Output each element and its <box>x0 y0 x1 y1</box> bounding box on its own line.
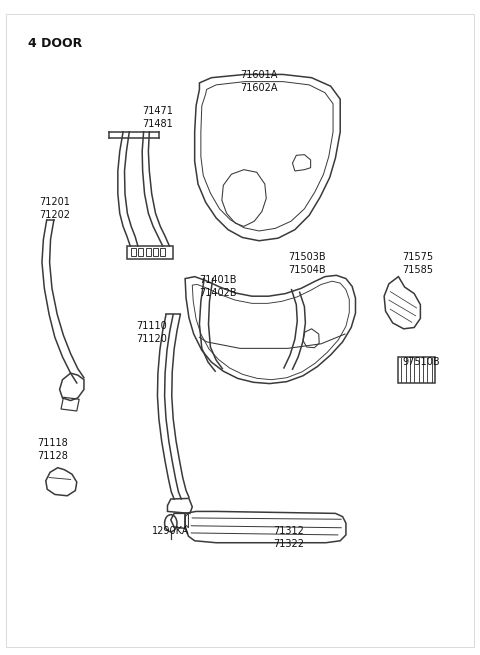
Text: 71118
71128: 71118 71128 <box>37 438 68 461</box>
Text: 97510B: 97510B <box>402 357 440 367</box>
Text: 71401B
71402B: 71401B 71402B <box>199 275 237 298</box>
Text: 71201
71202: 71201 71202 <box>39 197 71 220</box>
Text: 71471
71481: 71471 71481 <box>142 105 173 128</box>
Text: 71110
71120: 71110 71120 <box>136 321 167 344</box>
Text: 71575
71585: 71575 71585 <box>402 252 433 275</box>
Text: 1290KA: 1290KA <box>152 527 189 536</box>
Text: 4 DOOR: 4 DOOR <box>28 37 82 50</box>
Text: 71312
71322: 71312 71322 <box>274 527 304 550</box>
Text: 71503B
71504B: 71503B 71504B <box>288 252 325 275</box>
Text: 71601A
71602A: 71601A 71602A <box>240 70 277 92</box>
